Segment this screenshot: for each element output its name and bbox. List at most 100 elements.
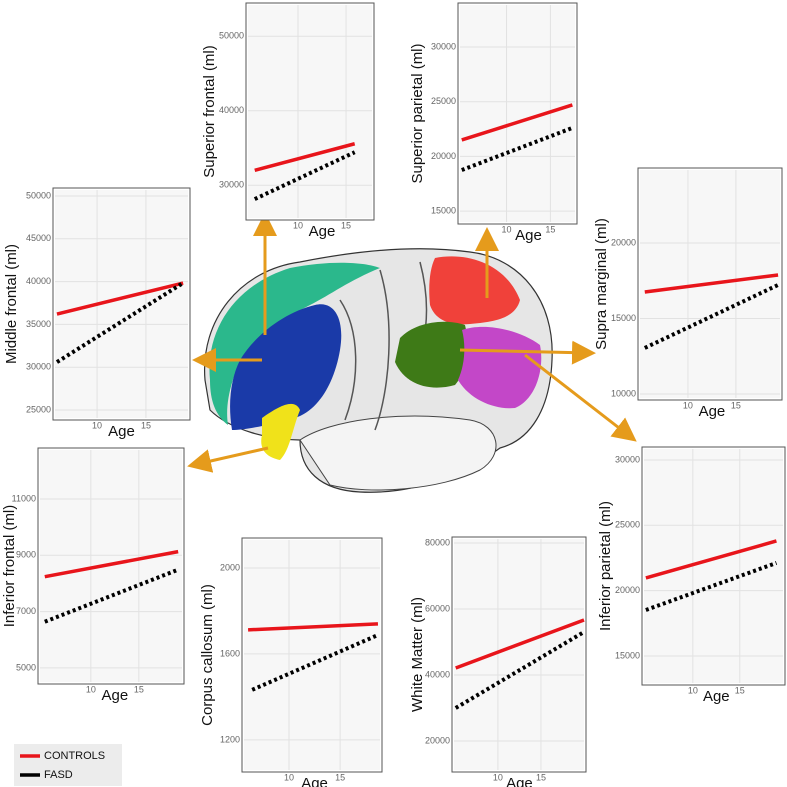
trend-line [254,142,356,173]
x-tick-label: 15 [731,400,741,410]
y-axis-label: Inferior parietal (ml) [597,501,614,631]
x-axis-label: Age [703,688,730,705]
y-axis-label: Supra marginal (ml) [593,218,610,350]
trend-line [644,273,779,294]
y-tick-label: 7000 [16,606,36,616]
y-tick-label: 20000 [615,585,640,595]
trend-line [55,281,185,364]
panel: 10000 15000 20000 10 15 Age Supra marginal (ml… [593,167,783,420]
y-tick-label: 40000 [26,276,51,286]
panel: 15000 20000 25000 30000 10 15 Age Inferior pari… [597,446,786,705]
trend-line [455,618,585,670]
legend-box [14,744,122,786]
y-tick-label: 50000 [219,31,244,41]
x-tick-label: 10 [683,400,693,410]
y-tick-label: 20000 [425,735,450,745]
x-axis-label: Age [108,423,135,440]
y-tick-label: 50000 [26,190,51,200]
x-tick-label: 15 [141,420,151,430]
y-tick-label: 25000 [615,520,640,530]
x-tick-label: 10 [502,224,512,234]
trend-line [251,633,379,692]
legend-label: CONTROLS [44,750,105,762]
y-tick-label: 35000 [26,319,51,329]
y-tick-label: 9000 [16,550,36,560]
arrows [187,212,637,473]
y-tick-label: 30000 [219,180,244,190]
x-axis-label: Age [301,775,328,787]
x-axis-label: Age [515,227,542,244]
y-tick-label: 15000 [615,650,640,660]
arrow [187,446,269,473]
arrow [459,340,596,365]
panel: 25000 30000 35000 40000 45000 50000 10 15 Age Mid… [3,187,191,440]
arrow [524,353,637,442]
x-tick-label: 10 [86,684,96,694]
x-axis-label: Age [699,403,726,420]
panel: 5000 7000 9000 11000 10 15 Age Inferior frontal… [1,447,185,704]
y-tick-label: 15000 [431,205,456,215]
y-tick-label: 1200 [220,734,240,744]
x-tick-label: 10 [92,420,102,430]
y-tick-label: 11000 [12,493,36,503]
brain [204,248,553,493]
y-tick-label: 10000 [611,388,636,398]
trend-line [44,549,179,579]
y-tick-label: 30000 [431,41,456,51]
x-tick-label: 15 [735,685,745,695]
x-axis-label: Age [309,223,336,240]
y-tick-label: 2000 [220,562,240,572]
panel: 30000 40000 50000 10 15 Age Superior frontal (… [201,2,375,240]
trend-line [643,283,779,350]
y-axis-label: Inferior frontal (ml) [1,505,18,628]
trend-line [461,126,574,172]
x-tick-label: 10 [284,772,294,782]
y-tick-label: 20000 [611,237,636,247]
plot-area [248,5,372,218]
y-tick-label: 15000 [611,313,636,323]
trend-line [56,281,184,316]
y-tick-label: 1600 [220,648,240,658]
plot-area [460,5,575,222]
y-axis-label: White Matter (ml) [409,597,426,712]
legend-label: FASD [44,769,73,781]
trend-line [454,630,586,710]
y-axis-label: Corpus callosum (ml) [199,584,216,726]
trend-line [248,622,379,632]
trend-line [645,561,778,612]
y-tick-label: 5000 [16,662,36,672]
y-tick-label: 40000 [219,105,244,115]
x-tick-label: 15 [536,772,546,782]
plot-area [644,449,783,683]
y-tick-label: 30000 [615,454,640,464]
plot-area [244,540,380,770]
y-tick-label: 60000 [425,603,450,613]
x-tick-label: 15 [545,224,555,234]
trend-line [645,539,777,580]
plot-area [55,190,188,418]
y-tick-label: 80000 [425,537,450,547]
trend-line [253,150,356,201]
x-tick-label: 15 [335,772,345,782]
x-tick-label: 10 [688,685,698,695]
x-tick-label: 15 [134,684,144,694]
y-tick-label: 45000 [26,233,51,243]
y-tick-label: 30000 [26,362,51,372]
x-tick-label: 15 [341,220,351,230]
x-tick-label: 10 [293,220,303,230]
trend-line [461,103,573,142]
plot-area [454,539,584,770]
x-axis-label: Age [101,687,128,704]
y-tick-label: 20000 [431,151,456,161]
y-axis-label: Middle frontal (ml) [3,244,20,364]
y-tick-label: 40000 [425,669,450,679]
x-tick-label: 10 [493,772,503,782]
y-tick-label: 25000 [431,96,456,106]
y-tick-label: 25000 [26,404,51,414]
panel: 1200 1600 2000 10 15 Age Corpus callosum (ml) [199,537,383,787]
y-axis-label: Superior frontal (ml) [201,45,218,178]
x-axis-label: Age [506,775,533,787]
